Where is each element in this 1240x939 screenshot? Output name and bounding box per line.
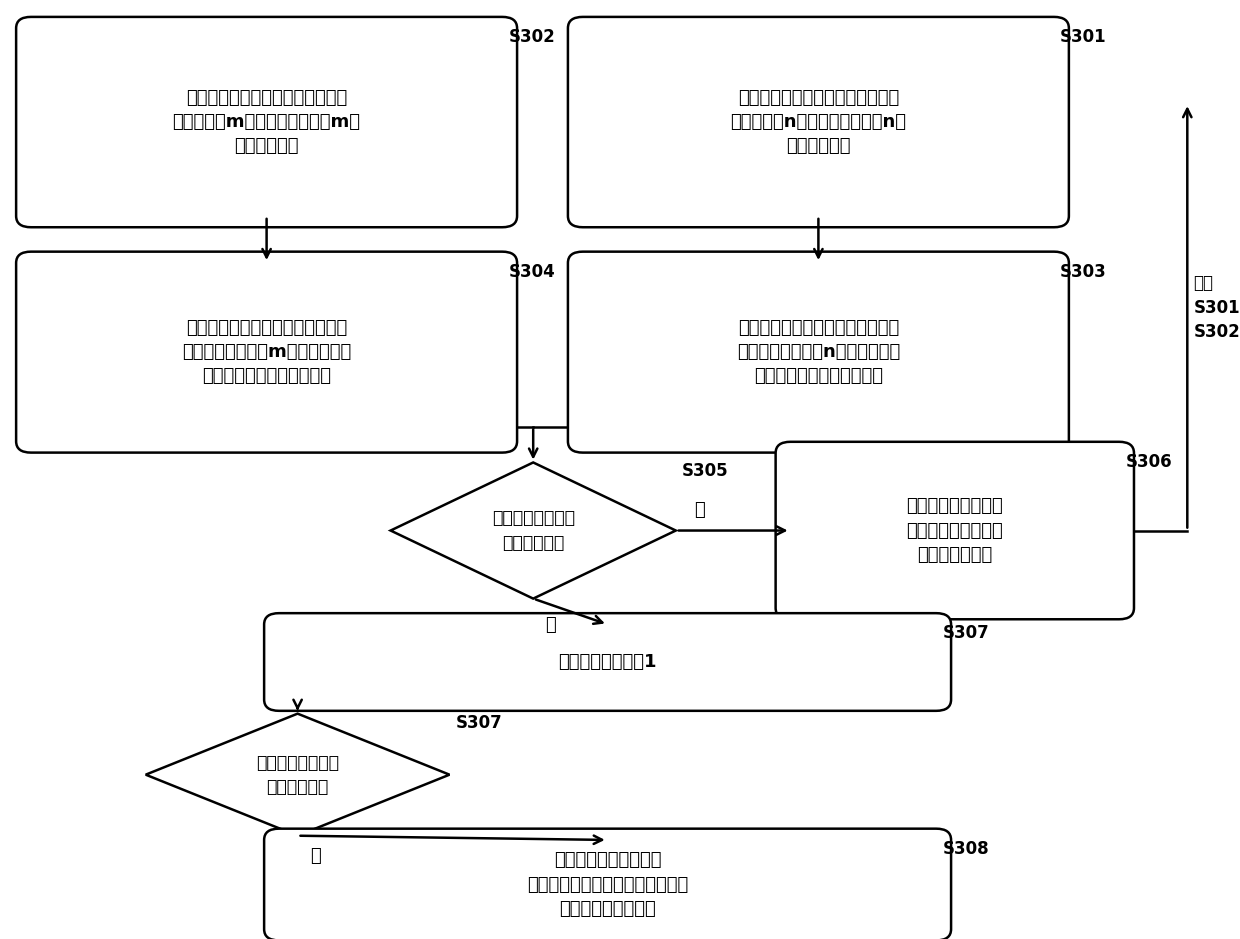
Text: 是: 是 bbox=[546, 616, 557, 634]
Text: S308: S308 bbox=[942, 839, 990, 858]
Text: 网络控制器获取位于待监控的备用
传输路径上m个网络节点设备的m个
第二节点时延: 网络控制器获取位于待监控的备用 传输路径上m个网络节点设备的m个 第二节点时延 bbox=[172, 89, 361, 155]
Text: S307: S307 bbox=[942, 624, 990, 642]
Text: S301: S301 bbox=[1060, 28, 1107, 46]
FancyBboxPatch shape bbox=[16, 252, 517, 453]
Text: 主用传输路径时延
大于倒换门限: 主用传输路径时延 大于倒换门限 bbox=[492, 509, 574, 552]
Text: S303: S303 bbox=[1060, 263, 1107, 281]
Text: S306: S306 bbox=[1126, 454, 1172, 471]
FancyBboxPatch shape bbox=[568, 17, 1069, 227]
Text: S302: S302 bbox=[508, 28, 556, 46]
Text: 生成主用传输路径的
第二告警信息，倒换
门限计数器清零: 生成主用传输路径的 第二告警信息，倒换 门限计数器清零 bbox=[906, 498, 1003, 563]
Polygon shape bbox=[391, 463, 676, 599]
FancyBboxPatch shape bbox=[264, 828, 951, 939]
FancyBboxPatch shape bbox=[16, 17, 517, 227]
Text: 备用传输路径时延
小于倒换门限: 备用传输路径时延 小于倒换门限 bbox=[257, 753, 339, 796]
Text: 网络控制器获取位于待监控的主用
传输路径上n个网络节点设备的n个
第一节点时延: 网络控制器获取位于待监控的主用 传输路径上n个网络节点设备的n个 第一节点时延 bbox=[730, 89, 906, 155]
Text: 网络控制器基于预设周期内得到的
主用传输路径上的n个第一节点时
延，计算主用传输路径时延: 网络控制器基于预设周期内得到的 主用传输路径上的n个第一节点时 延，计算主用传输… bbox=[737, 319, 900, 385]
FancyBboxPatch shape bbox=[568, 252, 1069, 453]
Text: S307: S307 bbox=[456, 714, 502, 731]
Text: 是: 是 bbox=[310, 847, 321, 865]
Text: 返回
S301和
S302: 返回 S301和 S302 bbox=[1194, 274, 1240, 341]
Text: 生成主备路径倒换命令
将报文从主用传输路径倒换至备用
传输路径上进行传输: 生成主备路径倒换命令 将报文从主用传输路径倒换至备用 传输路径上进行传输 bbox=[527, 852, 688, 917]
Text: S305: S305 bbox=[682, 463, 729, 481]
Text: S304: S304 bbox=[508, 263, 556, 281]
FancyBboxPatch shape bbox=[776, 442, 1133, 620]
FancyBboxPatch shape bbox=[264, 613, 951, 711]
Text: 网络控制器基于预设周期内得到的
备用传输路径上的m个第二节点时
延，计算备用传输路径时延: 网络控制器基于预设周期内得到的 备用传输路径上的m个第二节点时 延，计算备用传输… bbox=[182, 319, 351, 385]
Text: 否: 否 bbox=[694, 501, 706, 519]
Text: 倒换门限计数器加1: 倒换门限计数器加1 bbox=[558, 653, 657, 671]
Polygon shape bbox=[146, 714, 449, 836]
